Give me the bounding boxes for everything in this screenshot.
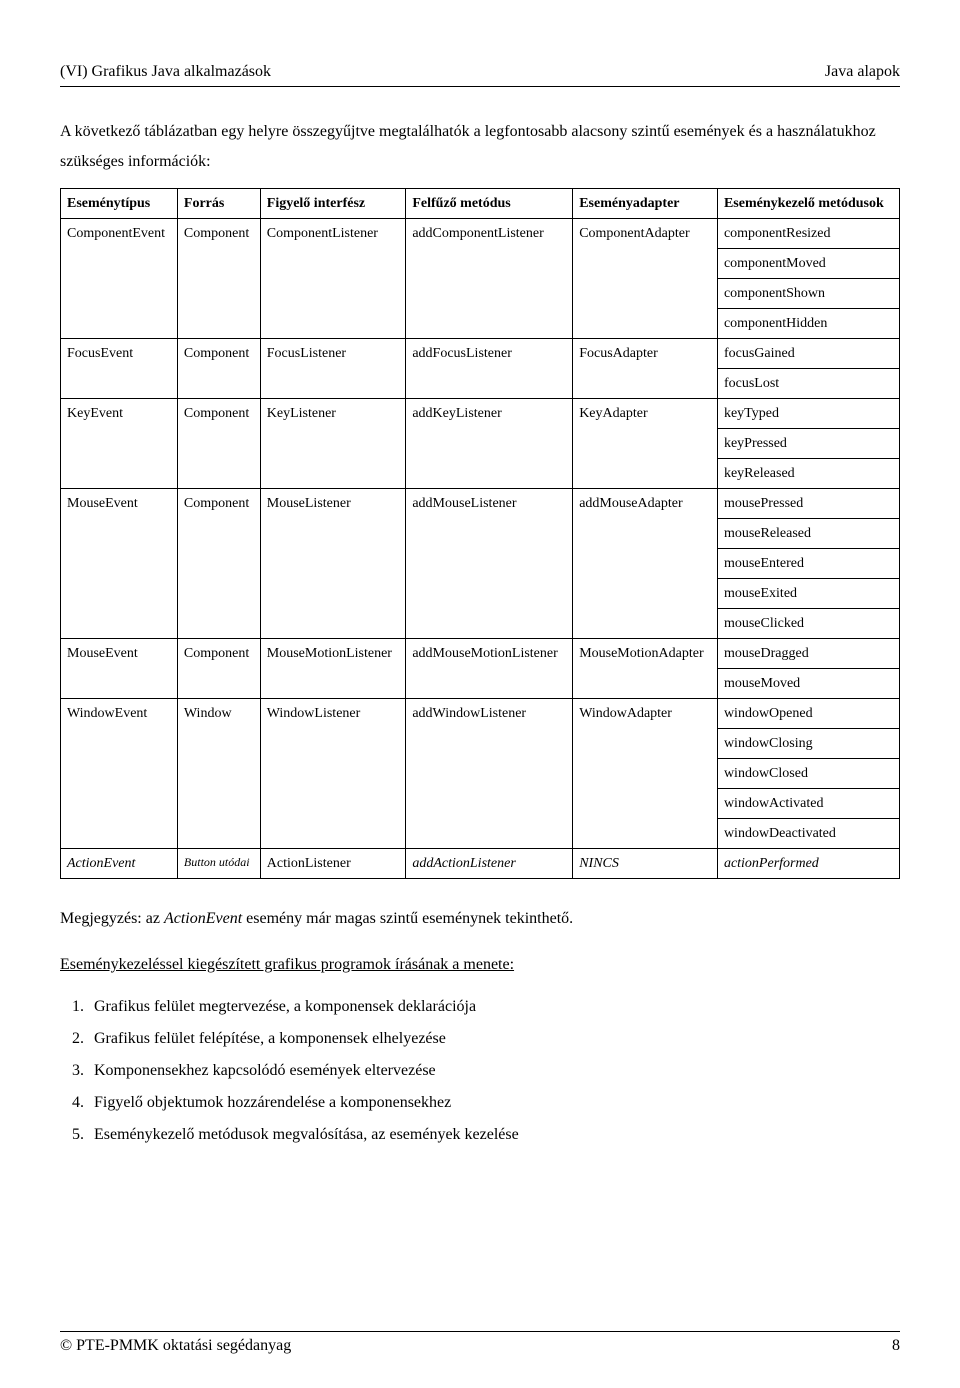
list-item: Grafikus felület felépítése, a komponens… — [88, 1023, 900, 1055]
table-cell: componentHidden — [717, 308, 899, 338]
header-right: Java alapok — [825, 60, 900, 84]
table-cell: addActionListener — [406, 848, 573, 878]
table-cell: ComponentEvent — [61, 218, 178, 338]
table-cell: WindowAdapter — [573, 698, 718, 848]
table-cell: windowClosing — [717, 728, 899, 758]
list-item: Eseménykezelő metódusok megvalósítása, a… — [88, 1119, 900, 1151]
table-cell: mouseReleased — [717, 518, 899, 548]
col-header: Eseménytípus — [61, 188, 178, 218]
col-header: Felfűző metódus — [406, 188, 573, 218]
table-cell: FocusListener — [260, 338, 406, 398]
table-cell: focusGained — [717, 338, 899, 368]
table-row: MouseEventComponentMouseMotionListenerad… — [61, 638, 900, 668]
table-cell: windowActivated — [717, 788, 899, 818]
col-header: Forrás — [177, 188, 260, 218]
list-item: Figyelő objektumok hozzárendelése a komp… — [88, 1087, 900, 1119]
table-cell: NINCS — [573, 848, 718, 878]
table-cell: MouseEvent — [61, 638, 178, 698]
table-cell: MouseEvent — [61, 488, 178, 638]
table-cell: mouseMoved — [717, 668, 899, 698]
table-cell: addWindowListener — [406, 698, 573, 848]
table-cell: Button utódai — [177, 848, 260, 878]
note-suffix: esemény már magas szintű eseménynek teki… — [242, 910, 573, 927]
table-body: ComponentEventComponentComponentListener… — [61, 218, 900, 878]
header-left: (VI) Grafikus Java alkalmazások — [60, 60, 271, 84]
table-cell: addFocusListener — [406, 338, 573, 398]
table-cell: ActionEvent — [61, 848, 178, 878]
table-cell: ComponentAdapter — [573, 218, 718, 338]
table-row: ComponentEventComponentComponentListener… — [61, 218, 900, 248]
table-cell: actionPerformed — [717, 848, 899, 878]
col-header: Eseménykezelő metódusok — [717, 188, 899, 218]
table-cell: MouseMotionListener — [260, 638, 406, 698]
table-cell: MouseMotionAdapter — [573, 638, 718, 698]
intro-text: A következő táblázatban egy helyre össze… — [60, 117, 900, 178]
list-item: Grafikus felület megtervezése, a kompone… — [88, 991, 900, 1023]
page-header: (VI) Grafikus Java alkalmazások Java ala… — [60, 60, 900, 87]
table-cell: Component — [177, 398, 260, 488]
note-paragraph: Megjegyzés: az ActionEvent esemény már m… — [60, 907, 900, 931]
table-cell: FocusAdapter — [573, 338, 718, 398]
table-cell: keyTyped — [717, 398, 899, 428]
table-cell: windowDeactivated — [717, 818, 899, 848]
page-footer: © PTE-PMMK oktatási segédanyag 8 — [60, 1331, 900, 1358]
table-cell: MouseListener — [260, 488, 406, 638]
table-cell: windowClosed — [717, 758, 899, 788]
table-cell: Component — [177, 488, 260, 638]
col-header: Eseményadapter — [573, 188, 718, 218]
table-cell: addMouseAdapter — [573, 488, 718, 638]
footer-left: © PTE-PMMK oktatási segédanyag — [60, 1334, 291, 1358]
table-cell: keyPressed — [717, 428, 899, 458]
table-cell: WindowEvent — [61, 698, 178, 848]
table-cell: addMouseMotionListener — [406, 638, 573, 698]
table-cell: componentShown — [717, 278, 899, 308]
table-cell: WindowListener — [260, 698, 406, 848]
table-head: EseménytípusForrásFigyelő interfészFelfű… — [61, 188, 900, 218]
table-cell: FocusEvent — [61, 338, 178, 398]
table-cell: keyReleased — [717, 458, 899, 488]
steps-list: Grafikus felület megtervezése, a kompone… — [88, 991, 900, 1151]
table-cell: focusLost — [717, 368, 899, 398]
note-prefix: Megjegyzés: az — [60, 910, 164, 927]
table-cell: KeyListener — [260, 398, 406, 488]
table-cell: windowOpened — [717, 698, 899, 728]
table-row: KeyEventComponentKeyListeneraddKeyListen… — [61, 398, 900, 428]
table-cell: mouseDragged — [717, 638, 899, 668]
table-row: FocusEventComponentFocusListeneraddFocus… — [61, 338, 900, 368]
table-row: MouseEventComponentMouseListeneraddMouse… — [61, 488, 900, 518]
table-cell: mousePressed — [717, 488, 899, 518]
table-cell: mouseExited — [717, 578, 899, 608]
table-cell: Component — [177, 638, 260, 698]
section-title: Eseménykezeléssel kiegészített grafikus … — [60, 953, 900, 977]
table-cell: Component — [177, 218, 260, 338]
table-cell: Component — [177, 338, 260, 398]
footer-right: 8 — [892, 1334, 900, 1358]
table-row: ActionEventButton utódaiActionListenerad… — [61, 848, 900, 878]
note-italic: ActionEvent — [164, 910, 242, 927]
list-item: Komponensekhez kapcsolódó események elte… — [88, 1055, 900, 1087]
table-cell: componentResized — [717, 218, 899, 248]
table-cell: ComponentListener — [260, 218, 406, 338]
table-cell: KeyEvent — [61, 398, 178, 488]
table-cell: addComponentListener — [406, 218, 573, 338]
col-header: Figyelő interfész — [260, 188, 406, 218]
table-cell: mouseClicked — [717, 608, 899, 638]
table-cell: addMouseListener — [406, 488, 573, 638]
table-cell: ActionListener — [260, 848, 406, 878]
table-cell: addKeyListener — [406, 398, 573, 488]
table-row: WindowEventWindowWindowListeneraddWindow… — [61, 698, 900, 728]
table-cell: mouseEntered — [717, 548, 899, 578]
table-cell: Window — [177, 698, 260, 848]
events-table: EseménytípusForrásFigyelő interfészFelfű… — [60, 188, 900, 879]
table-cell: KeyAdapter — [573, 398, 718, 488]
table-cell: componentMoved — [717, 248, 899, 278]
